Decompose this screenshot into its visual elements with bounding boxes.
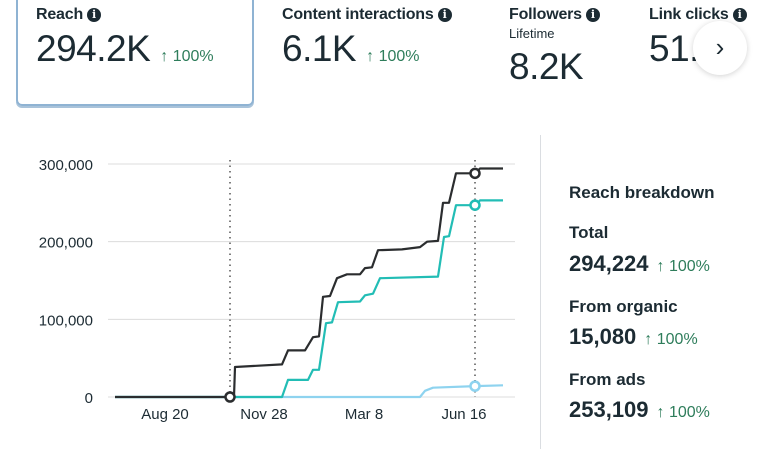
y-tick-label: 300,000 xyxy=(39,157,93,174)
data-point-marker xyxy=(469,380,481,392)
metric-delta: ↑ 100% xyxy=(366,48,420,65)
breakdown-label-ads: From ads xyxy=(569,370,646,389)
series-line-total xyxy=(115,167,503,399)
y-tick-label: 200,000 xyxy=(39,235,93,252)
metric-card-reach[interactable]: Reach i 294.2K ↑ 100% xyxy=(16,0,254,106)
metric-subtitle: Lifetime xyxy=(509,26,555,41)
series-line-from-ads xyxy=(115,199,503,399)
series-line-from-organic xyxy=(115,384,504,399)
metric-title: Content interactions i xyxy=(282,6,452,24)
metric-card-followers[interactable]: Followers i Lifetime 8.2K xyxy=(509,0,629,106)
y-tick-label: 100,000 xyxy=(39,312,93,329)
delta: ↑ 100% xyxy=(656,258,710,275)
reach-chart: 0 100,000 200,000 300,000 Aug 20 Nov 28 Mar 8 J… xyxy=(39,157,515,423)
metric-value: 51. xyxy=(649,28,699,69)
metric-delta: ↑ 100% xyxy=(160,48,214,65)
metric-value: 8.2K xyxy=(509,46,584,87)
data-point-marker xyxy=(469,167,481,180)
data-point-marker xyxy=(224,391,236,403)
divider xyxy=(540,135,541,449)
info-icon[interactable]: i xyxy=(437,8,452,22)
info-icon[interactable]: i xyxy=(87,8,102,22)
info-icon[interactable]: i xyxy=(585,8,600,22)
delta: ↑ 100% xyxy=(644,331,698,348)
y-tick-label: 0 xyxy=(85,390,93,407)
breakdown-label-organic: From organic xyxy=(569,297,678,316)
metric-card-content-interactions[interactable]: Content interactions i 6.1K ↑ 100% xyxy=(282,0,502,106)
metric-value: 294.2K ↑ 100% xyxy=(36,28,214,69)
metric-title: Followers i xyxy=(509,6,600,24)
breakdown-value-total: 294,224 ↑ 100% xyxy=(569,251,710,276)
breakdown-title: Reach breakdown xyxy=(569,183,715,202)
info-icon[interactable]: i xyxy=(732,8,747,22)
metric-title: Reach i xyxy=(36,6,102,24)
metric-value: 6.1K ↑ 100% xyxy=(282,28,420,69)
x-tick-label: Nov 28 xyxy=(240,406,288,423)
delta: ↑ 100% xyxy=(656,404,710,421)
metric-card-link-clicks[interactable]: Link clicks i 51. xyxy=(649,0,768,106)
chevron-right-icon: › xyxy=(715,32,725,62)
breakdown-label-total: Total xyxy=(569,223,609,242)
data-point-marker xyxy=(469,199,481,211)
next-metrics-button[interactable]: › xyxy=(693,21,747,75)
breakdown-value-ads: 253,109 ↑ 100% xyxy=(569,397,710,422)
metric-title: Link clicks i xyxy=(649,6,747,24)
breakdown-value-organic: 15,080 ↑ 100% xyxy=(569,324,698,349)
x-tick-label: Aug 20 xyxy=(141,406,189,423)
x-tick-label: Mar 8 xyxy=(345,406,383,423)
x-tick-label: Jun 16 xyxy=(441,406,486,423)
